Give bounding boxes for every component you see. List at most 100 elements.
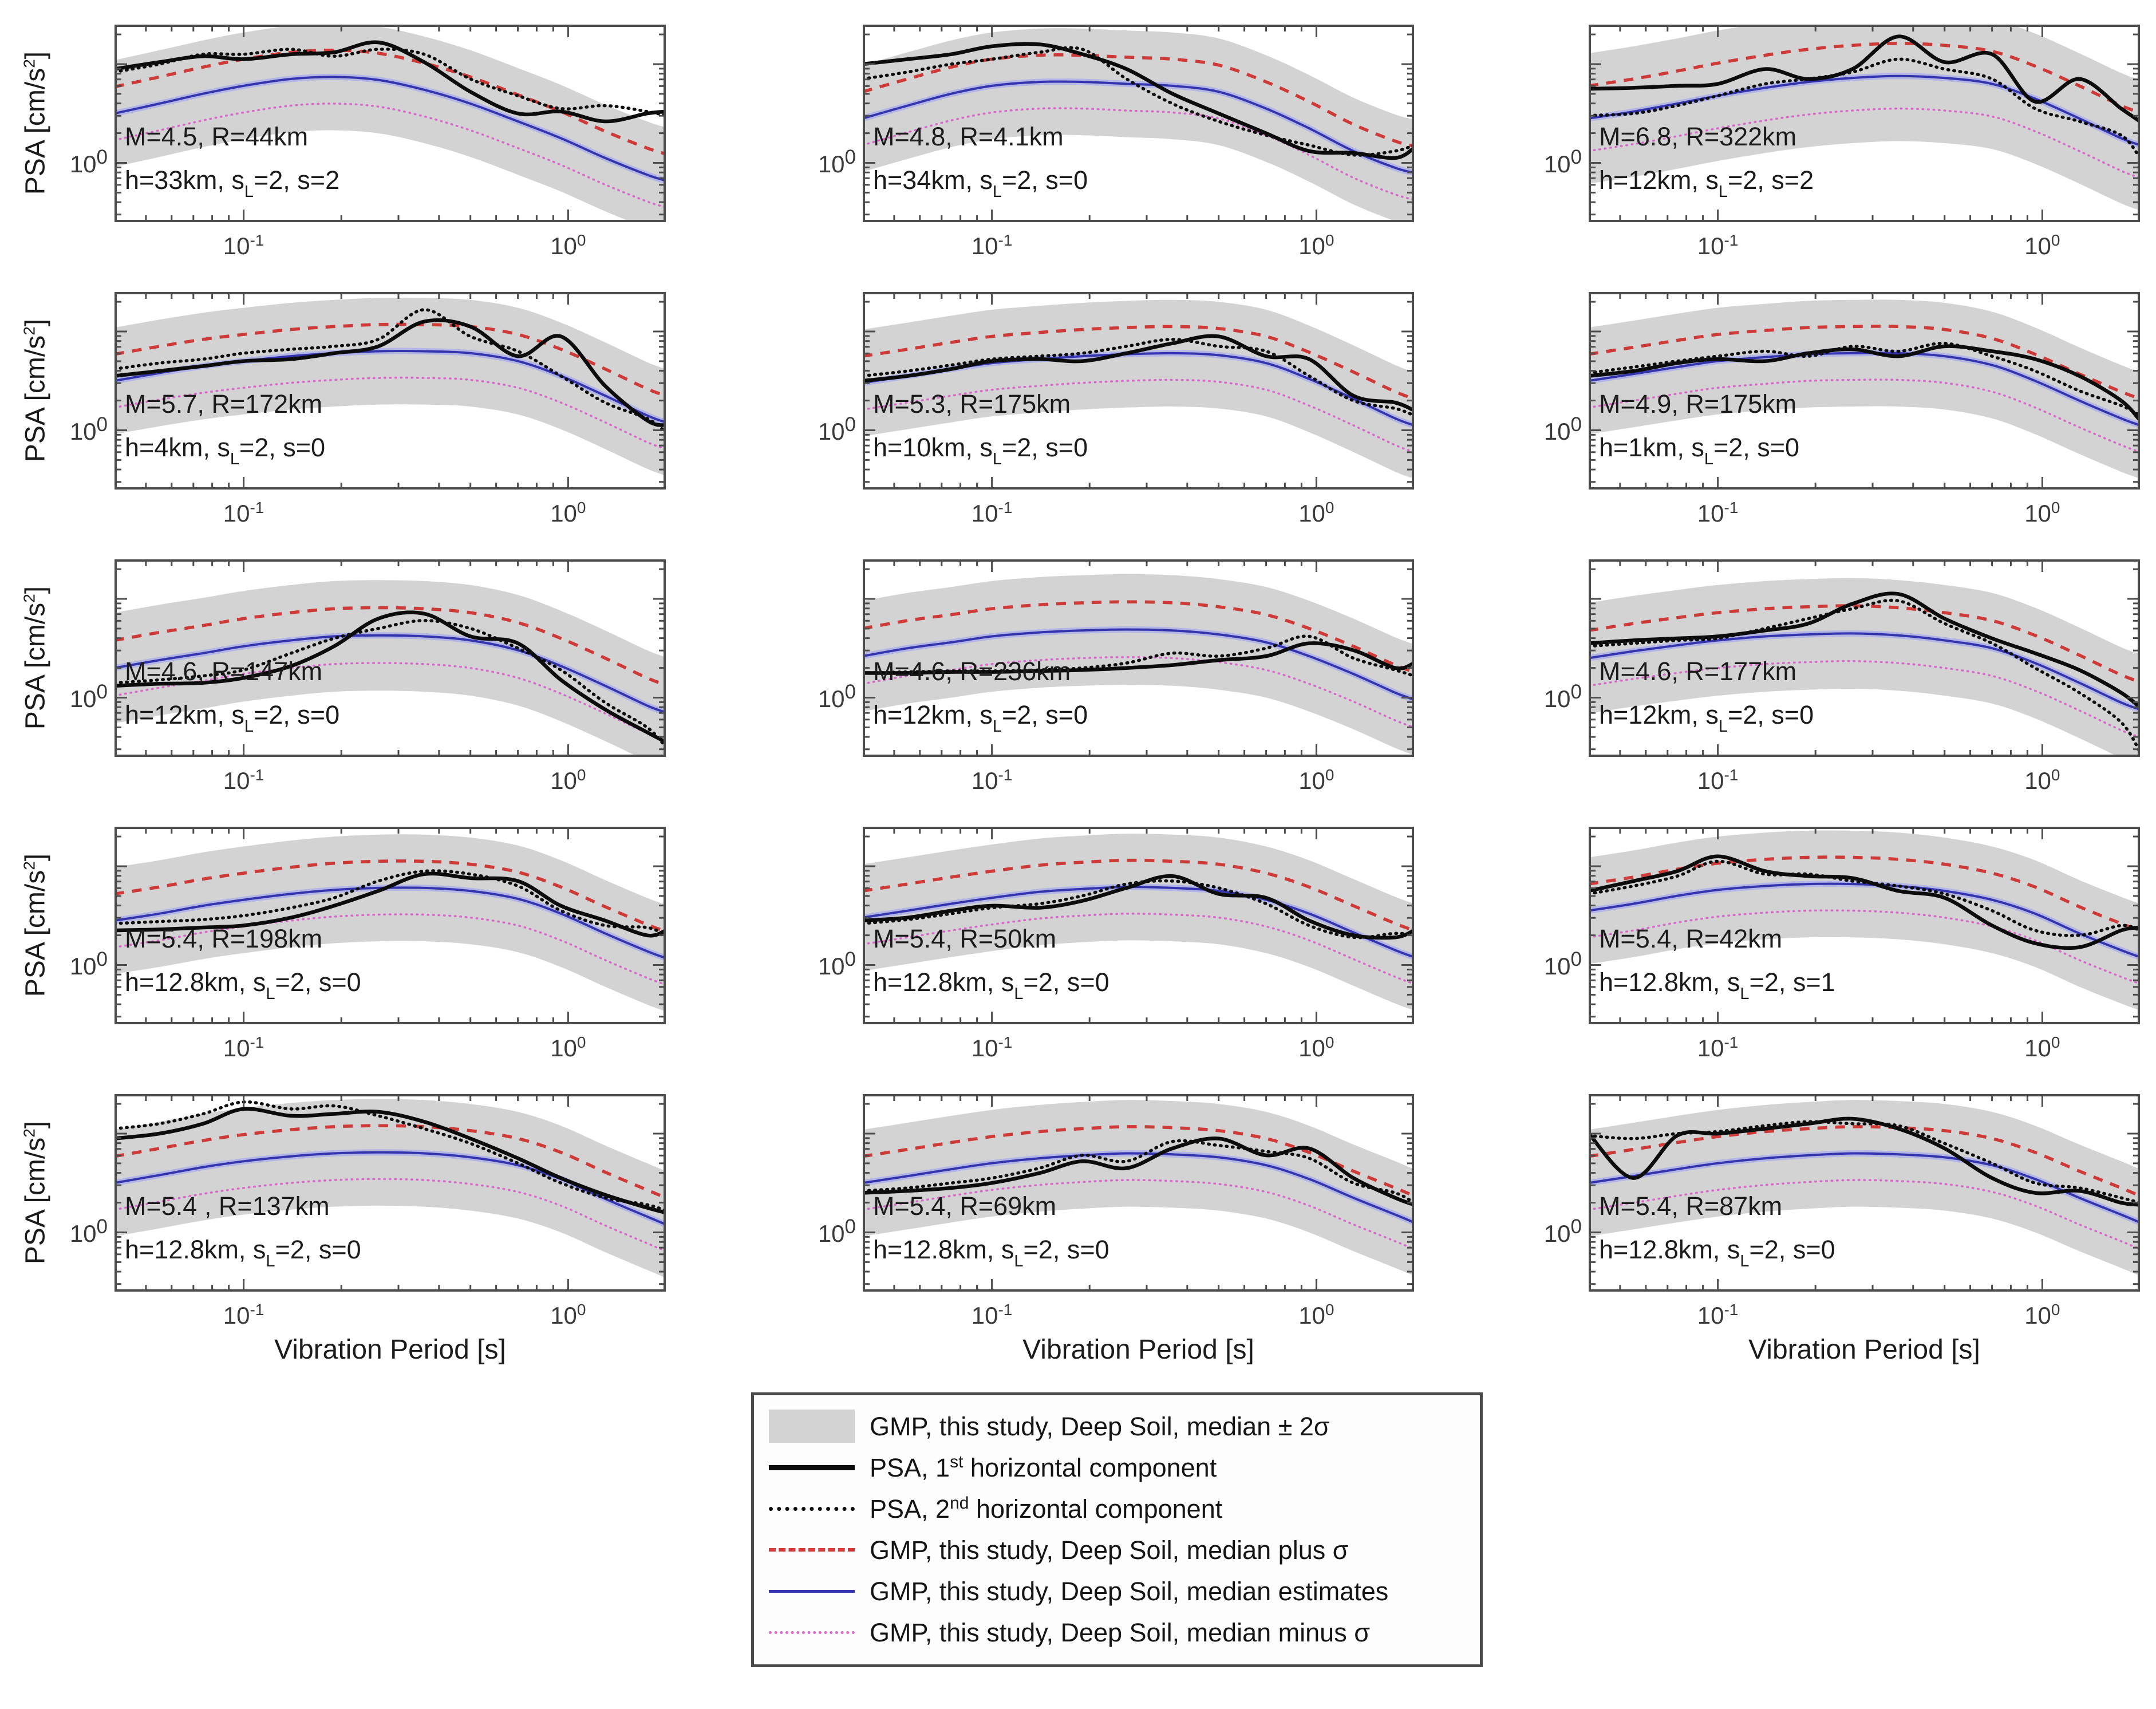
gmp-median-plus-sigma-line [114, 859, 666, 933]
gmp-median-plus-sigma-line [114, 606, 666, 686]
y-tick-label: 100 [69, 413, 108, 445]
x-tick-label: 100 [550, 766, 586, 794]
x-axis-label: Vibration Period [s] [1748, 1335, 1980, 1365]
x-tick-label: 10-1 [223, 231, 264, 259]
y-tick-label: 100 [818, 948, 856, 980]
y-tick-label: 100 [818, 413, 856, 445]
y-tick-label: 100 [1543, 948, 1582, 980]
psa-2nd-component-line [114, 1100, 666, 1213]
subplot-r3c1 [114, 559, 666, 757]
gmp-median-minus-sigma-line [114, 376, 666, 451]
x-tick-label: 10-1 [1697, 1301, 1739, 1329]
y-tick-label: 100 [69, 680, 108, 712]
annotation-magnitude-distance: M=4.6, R=147km [125, 657, 323, 686]
psa-2nd-component-line [863, 338, 1414, 417]
annotation-magnitude-distance: M=5.4, R=50km [873, 924, 1057, 953]
annotation-depth-site: h=10km, sL=2, s=0 [873, 433, 1088, 468]
y-tick-label: 100 [818, 680, 856, 712]
gmp-median-plus-sigma-line [1589, 42, 2140, 115]
gmp-band-area [1589, 1100, 2140, 1276]
gmp-median-minus-sigma-line [863, 378, 1414, 453]
x-tick-label: 100 [2024, 1033, 2060, 1061]
psa-2nd-component-line [1589, 341, 2140, 417]
legend-item: GMP, this study, Deep Soil, median minus… [754, 1612, 1480, 1653]
gmp-median-plus-sigma-line [1589, 325, 2140, 400]
x-tick-label: 100 [2024, 1301, 2060, 1329]
x-axis-label: Vibration Period [s] [274, 1335, 506, 1365]
x-tick-label: 10-1 [223, 1301, 264, 1329]
psa-1st-component-line [114, 871, 666, 938]
annotation-magnitude-distance: M=5.4, R=87km [1599, 1191, 1783, 1221]
subplot-annotation: M=6.8, R=322km h=12km, sL=2, s=2 [1599, 115, 1814, 206]
x-tick-label: 10-1 [971, 231, 1013, 259]
band-swatch [769, 1410, 855, 1443]
plot-frame [863, 559, 1414, 757]
gmp-band-area [863, 1100, 1414, 1276]
y-tick-label: 100 [69, 145, 108, 177]
gmp-median-plus-sigma-line [1589, 604, 2140, 684]
subplot-r2c2 [863, 292, 1414, 490]
psa-2nd-component-line [1589, 1120, 2140, 1205]
psa-1st-component-line [114, 610, 666, 744]
annotation-depth-site: h=12.8km, sL=2, s=0 [1599, 1235, 1835, 1270]
annotation-depth-site: h=12.8km, sL=2, s=1 [1599, 968, 1835, 1003]
subplot-r5c2 [863, 1094, 1414, 1292]
y-tick-label: 100 [1543, 680, 1582, 712]
gmp-median-minus-sigma-line [114, 102, 666, 208]
gmp-band-area [114, 834, 666, 1012]
solid-blue-line-swatch [769, 1589, 855, 1593]
solid-black-line-swatch [769, 1465, 855, 1470]
gmp-band-area [1589, 25, 2140, 211]
psa-2nd-component-line [1589, 57, 2140, 160]
x-tick-label: 10-1 [1697, 766, 1739, 794]
x-tick-label: 100 [550, 499, 586, 527]
annotation-magnitude-distance: M=4.5, R=44km [125, 122, 309, 151]
x-tick-label: 10-1 [1697, 499, 1739, 527]
annotation-depth-site: h=12km, sL=2, s=2 [1599, 165, 1814, 201]
annotation-depth-site: h=12km, sL=2, s=0 [125, 700, 340, 736]
x-tick-label: 10-1 [223, 499, 264, 527]
x-tick-label: 10-1 [971, 499, 1013, 527]
psa-2nd-component-line [114, 619, 666, 749]
gmp-band-area [114, 25, 666, 222]
subplot-r4c3 [1589, 827, 2140, 1024]
psa-1st-component-line [863, 874, 1414, 940]
annotation-magnitude-distance: M=5.7, R=172km [125, 389, 323, 419]
gmp-median-line [114, 76, 666, 182]
legend-item: GMP, this study, Deep Soil, median plus … [754, 1529, 1480, 1570]
subplot-annotation: M=4.9, R=175km h=1km, sL=2, s=0 [1599, 382, 1799, 473]
gmp-median-plus-sigma-line [863, 858, 1414, 932]
annotation-magnitude-distance: M=5.3, R=175km [873, 389, 1071, 419]
psa-2nd-component-line [114, 48, 666, 117]
psa-1st-component-line [863, 1136, 1414, 1207]
subplot-r4c1 [114, 827, 666, 1024]
legend-label: GMP, this study, Deep Soil, median estim… [870, 1576, 1389, 1606]
psa-2nd-component-line [863, 1139, 1414, 1205]
gmp-median-minus-sigma-line [1589, 378, 2140, 453]
subplot-annotation: M=4.8, R=4.1km h=34km, sL=2, s=0 [873, 115, 1088, 206]
gmp-median-plus-sigma-line [863, 325, 1414, 400]
gmp-median-plus-sigma-line [1589, 1125, 2140, 1198]
plot-frame [1589, 1094, 2140, 1292]
annotation-depth-site: h=12km, sL=2, s=0 [873, 700, 1088, 736]
plot-frame [114, 827, 666, 1024]
gmp-band-area [1589, 299, 2140, 479]
subplot-annotation: M=4.5, R=44km h=33km, sL=2, s=2 [125, 115, 339, 206]
plot-frame [863, 827, 1414, 1024]
x-tick-label: 10-1 [1697, 1033, 1739, 1061]
x-tick-label: 100 [550, 231, 586, 259]
gmp-band-area [863, 28, 1414, 222]
annotation-depth-site: h=1km, sL=2, s=0 [1599, 433, 1800, 468]
dashed-red-line-swatch [769, 1548, 855, 1552]
x-tick-label: 100 [1298, 1033, 1334, 1061]
x-tick-label: 100 [1298, 1301, 1334, 1329]
legend-label: GMP, this study, Deep Soil, median plus … [870, 1535, 1349, 1565]
plot-frame [1589, 25, 2140, 222]
x-tick-label: 100 [2024, 766, 2060, 794]
subplot-r1c3 [1589, 25, 2140, 222]
gmp-median-line [1589, 632, 2140, 711]
subplot-annotation: M=4.6, R=177km h=12km, sL=2, s=0 [1599, 650, 1814, 740]
psa-1st-component-line [1589, 34, 2140, 123]
dotted-black-line-swatch [769, 1506, 855, 1511]
subplot-annotation: M=5.4, R=87km h=12.8km, sL=2, s=0 [1599, 1185, 1835, 1275]
